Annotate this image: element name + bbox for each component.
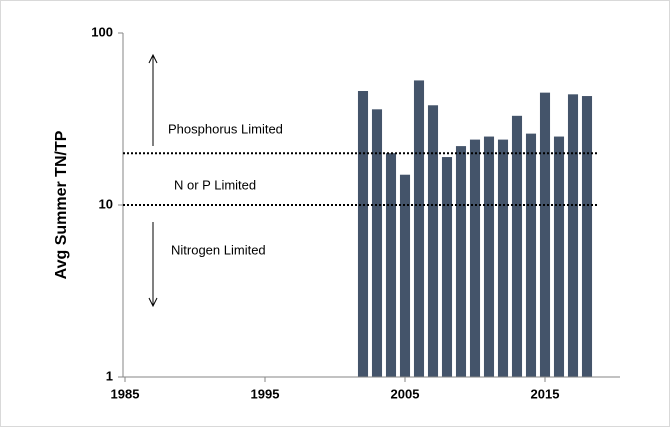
bar	[539, 92, 551, 377]
bar	[427, 105, 439, 377]
arrows	[148, 53, 158, 308]
y-tick-label: 10	[99, 196, 113, 211]
bar	[371, 109, 383, 377]
y-tick-label: 1	[106, 368, 113, 383]
bar	[525, 133, 537, 377]
bar	[357, 91, 369, 378]
bar	[399, 174, 411, 377]
y-axis-label: Avg Summer TN/TP	[53, 130, 70, 279]
x-tick-label: 1995	[251, 386, 280, 401]
x-tick-label: 2005	[391, 386, 420, 401]
bar	[581, 96, 593, 377]
bar	[483, 136, 495, 377]
arrow-head	[148, 297, 158, 308]
bar	[511, 115, 523, 377]
bar	[385, 153, 397, 377]
x-tick-label: 1985	[111, 386, 140, 401]
annotation: Phosphorus Limited	[168, 121, 283, 136]
bar	[455, 146, 467, 377]
arrow-head	[148, 53, 158, 64]
y-tick-label: 100	[91, 24, 113, 39]
bar	[497, 139, 509, 377]
x-tick-label: 2015	[531, 386, 560, 401]
bar	[553, 136, 565, 377]
bar	[413, 80, 425, 377]
bar	[441, 157, 453, 377]
bar	[469, 139, 481, 377]
bar	[567, 94, 579, 377]
annotation: Nitrogen Limited	[171, 242, 266, 257]
annotation: N or P Limited	[174, 177, 256, 192]
